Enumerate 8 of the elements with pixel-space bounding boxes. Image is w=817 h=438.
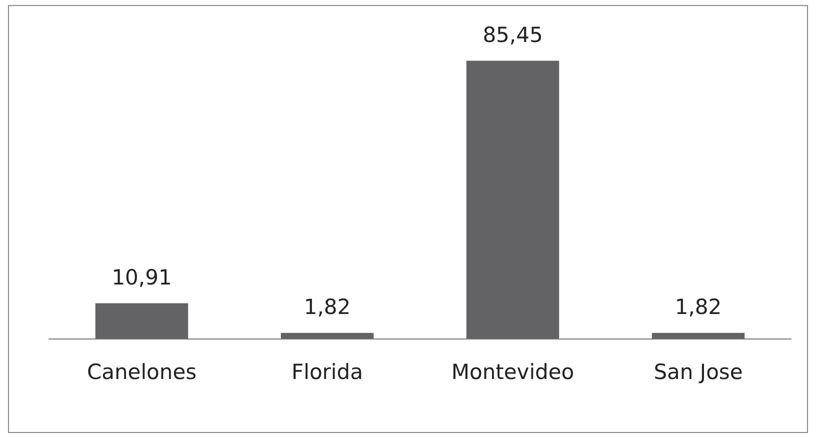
data-label: 1,82: [304, 294, 351, 319]
x-tick-label: Florida: [292, 360, 363, 384]
data-label: 1,82: [674, 294, 722, 319]
x-tick-label: Montevideo: [451, 360, 574, 384]
data-label: 85,45: [482, 22, 543, 47]
data-label: 10,91: [112, 265, 172, 290]
x-tick-label: San Jose: [654, 360, 743, 384]
x-tick-label: Canelones: [86, 360, 197, 384]
